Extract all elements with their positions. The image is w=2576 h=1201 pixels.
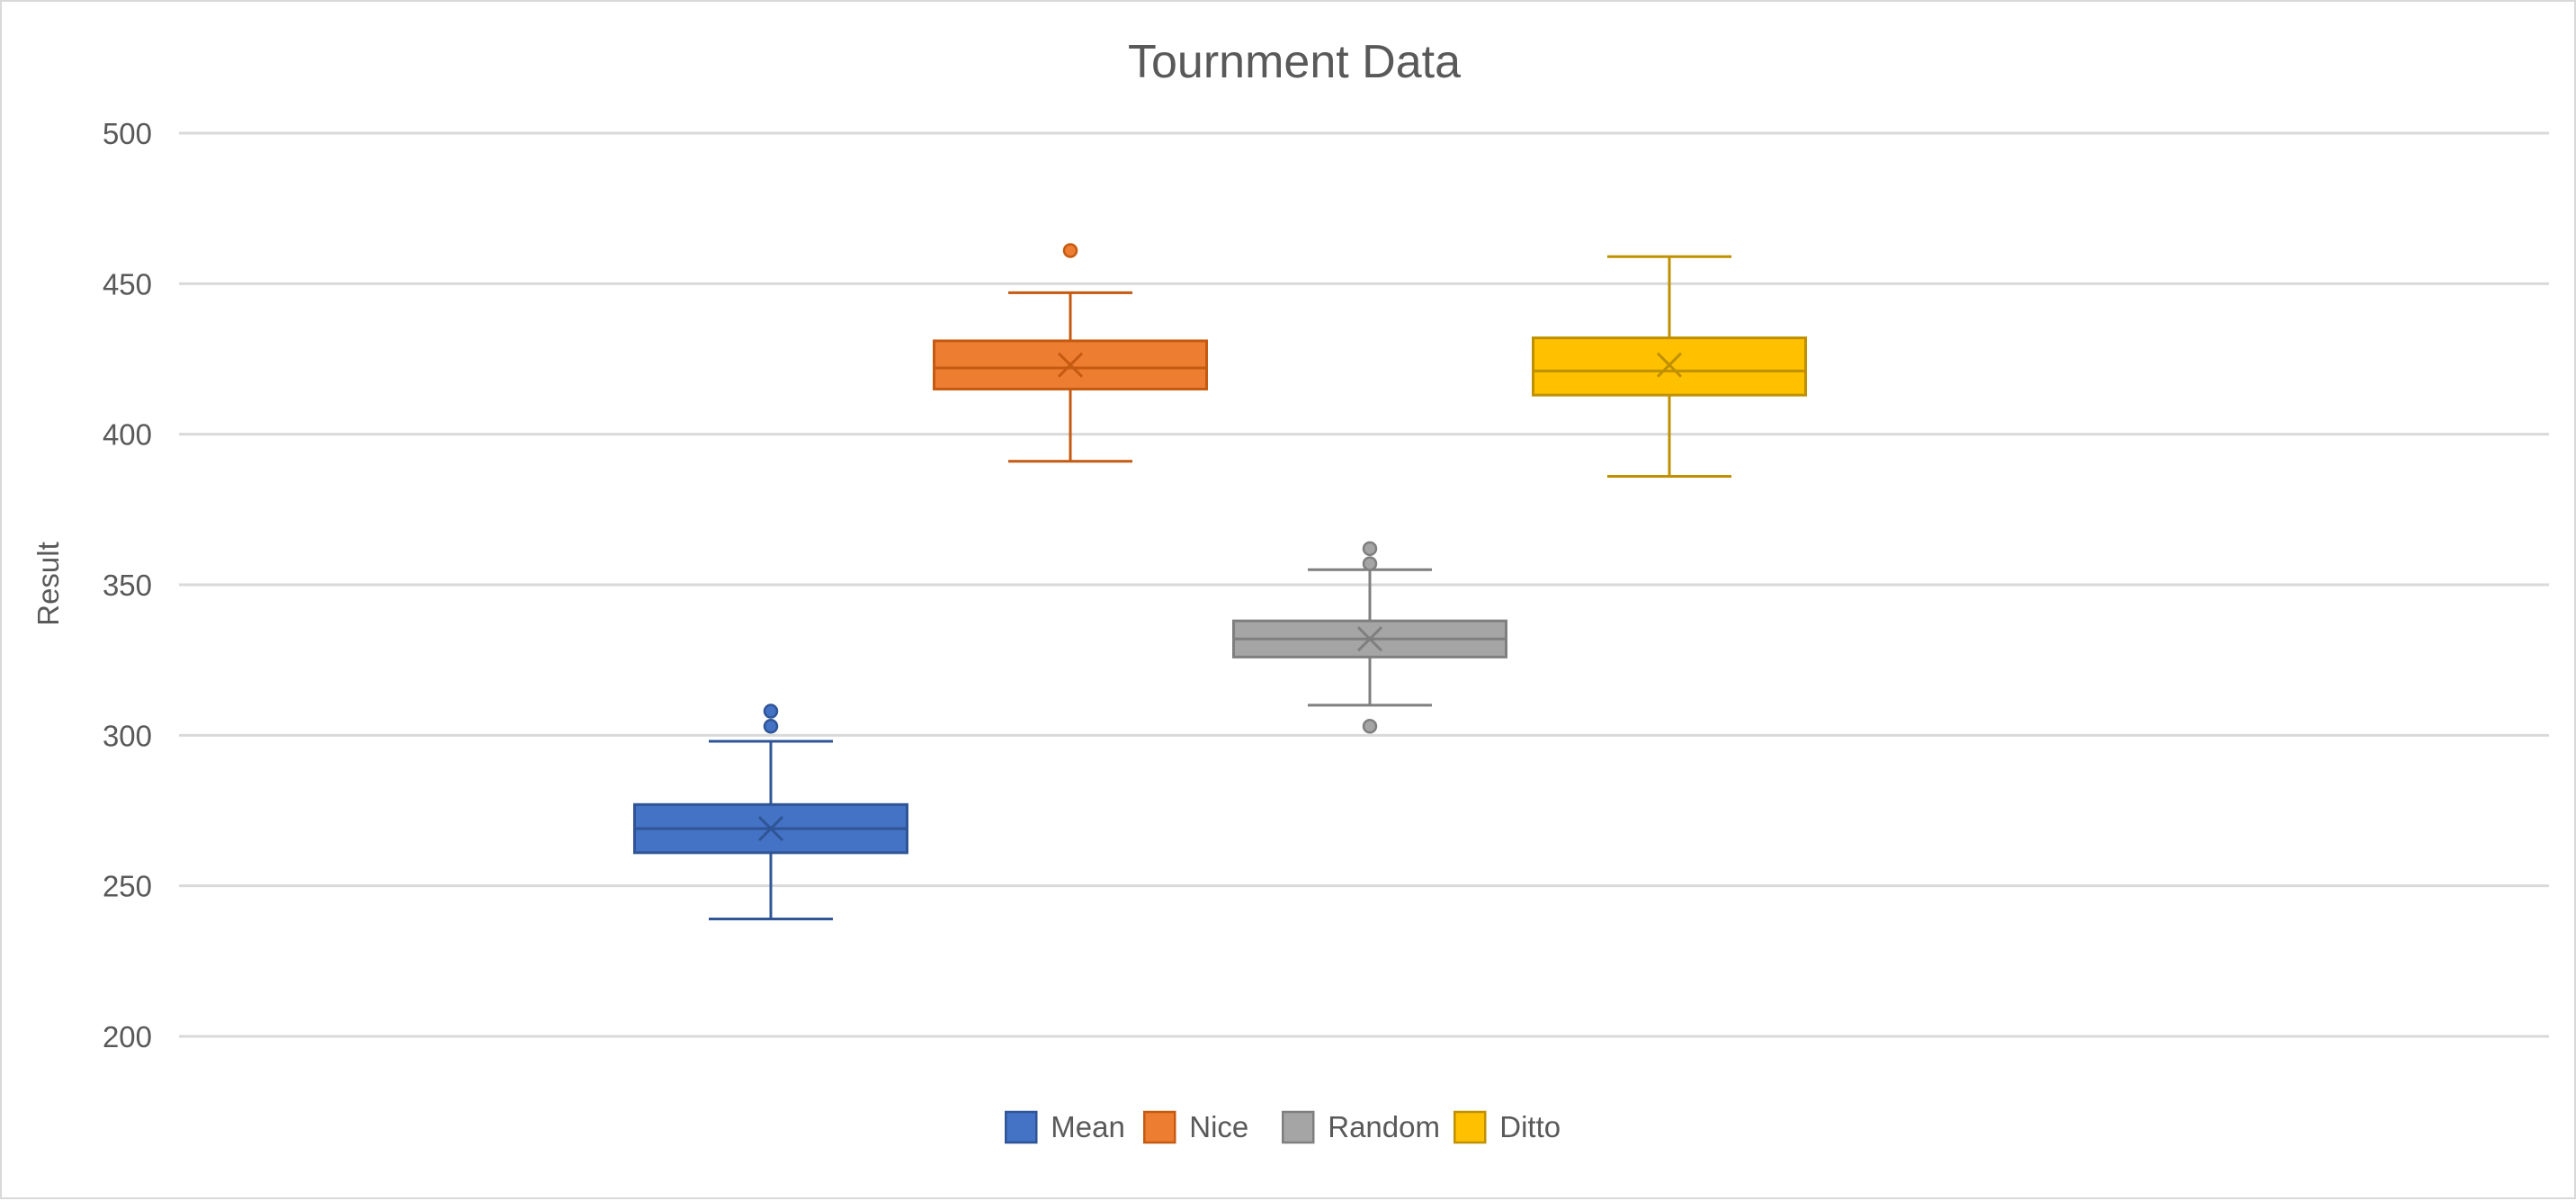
legend-swatch — [1453, 1110, 1487, 1144]
box-group-mean — [633, 704, 908, 920]
legend-item-ditto: Ditto — [1453, 1110, 1561, 1144]
outlier-point — [1362, 541, 1378, 557]
box-group-random — [1232, 541, 1507, 734]
outlier-point — [1362, 556, 1378, 571]
y-axis-tick-labels: 200 250 300 350 400 450 500 — [103, 117, 152, 1053]
mean-marker — [1057, 352, 1084, 378]
legend-label: Nice — [1189, 1110, 1248, 1143]
y-tick-label: 350 — [103, 569, 152, 602]
outlier-point — [1362, 719, 1378, 734]
mean-marker — [1656, 352, 1683, 378]
y-tick-label: 500 — [103, 117, 152, 150]
y-tick-label: 200 — [103, 1020, 152, 1053]
y-tick-label: 400 — [103, 418, 152, 452]
box-group-ditto — [1532, 255, 1807, 479]
gridlines — [179, 131, 2549, 1038]
mean-marker — [757, 816, 784, 842]
y-tick-label: 250 — [103, 870, 152, 903]
legend-item-mean: Mean — [1005, 1110, 1125, 1144]
legend-label: Mean — [1051, 1110, 1125, 1143]
boxes — [633, 243, 1807, 920]
legend-item-random: Random — [1282, 1110, 1440, 1144]
chart-title: Tournment Data — [1128, 36, 1461, 88]
legend: Mean Nice Random Ditto — [1005, 1110, 1561, 1144]
y-axis-title: Result — [31, 542, 65, 626]
y-tick-label: 300 — [103, 719, 152, 752]
outlier-point — [763, 704, 779, 719]
box-group-nice — [933, 243, 1208, 463]
legend-swatch — [1143, 1110, 1176, 1144]
mean-marker — [1356, 626, 1383, 652]
outlier-point — [763, 719, 779, 734]
y-tick-label: 450 — [103, 267, 152, 300]
legend-label: Random — [1328, 1110, 1440, 1143]
legend-item-nice: Nice — [1143, 1110, 1248, 1144]
legend-swatch — [1005, 1110, 1038, 1144]
legend-swatch — [1282, 1110, 1315, 1144]
outlier-point — [1062, 243, 1078, 258]
legend-label: Ditto — [1499, 1110, 1561, 1143]
